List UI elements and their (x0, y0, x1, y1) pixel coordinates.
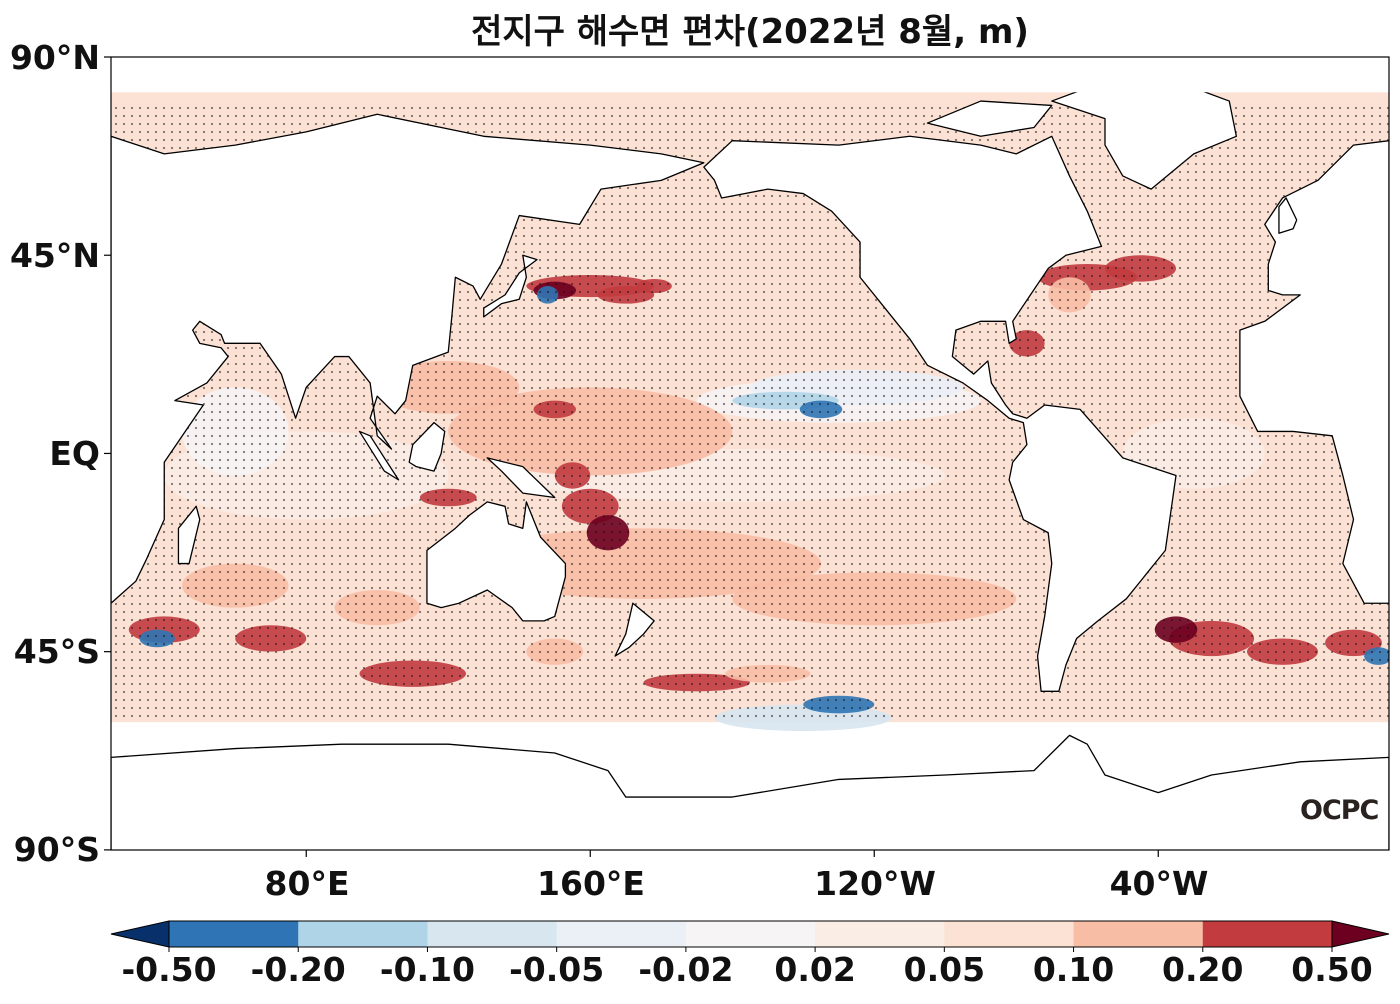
landmass-arctic-islands (926, 100, 1053, 137)
lat-tick-label: 90°S (13, 830, 100, 869)
axis-ticks (104, 56, 1159, 857)
landmass-britain (1278, 197, 1298, 234)
colorbar-label: 0.10 (1032, 950, 1115, 989)
lat-tick-label: EQ (49, 434, 100, 473)
colorbar-label: 0.05 (903, 950, 986, 989)
colorbar-segment (427, 921, 558, 947)
colorbar-segment (298, 921, 428, 947)
colorbar (110, 920, 1390, 952)
landmass-australia (426, 501, 567, 622)
lon-tick-label: 80°E (264, 864, 350, 903)
landmass-new-zealand (614, 602, 655, 657)
colorbar-segment (944, 921, 1075, 947)
colorbar-label: 0.20 (1162, 950, 1244, 989)
coastlines (111, 57, 1389, 850)
lat-tick-label: 90°N (9, 38, 100, 77)
landmass-madagascar (177, 505, 201, 565)
colorbar-label: -0.50 (121, 950, 217, 989)
colorbar-label: -0.02 (638, 950, 734, 989)
lon-tick-label: 160°E (537, 864, 645, 903)
colorbar-label: -0.20 (250, 950, 346, 989)
colorbar-label: -0.05 (509, 950, 605, 989)
colorbar-label: 0.50 (1291, 950, 1373, 989)
lat-tick-label: 45°N (9, 236, 100, 275)
colorbar-segment (815, 921, 945, 947)
landmass-antarctica (111, 734, 1389, 850)
ocpc-logo: OCPC (1300, 795, 1379, 826)
landmass-eurasia-africa (111, 113, 705, 604)
colorbar-segment (1073, 921, 1204, 947)
colorbar-extend-high (1331, 920, 1390, 948)
landmass-americas (703, 135, 1177, 692)
colorbar-segment (1202, 921, 1333, 947)
colorbar-outline (168, 920, 1333, 948)
landmass-europe-africa-west (1239, 140, 1389, 604)
colorbar-segment (556, 921, 687, 947)
lon-tick-label: 120°W (814, 864, 936, 903)
lon-tick-label: 40°W (1109, 864, 1209, 903)
landmass-new-guinea (486, 457, 556, 499)
map-title: 전지구 해수면 편차(2022년 8월, m) (471, 12, 1029, 52)
landmass-japan (483, 254, 538, 318)
landmass-borneo (408, 421, 446, 472)
colorbar-extend-low (110, 920, 170, 948)
colorbar-label: 0.02 (774, 950, 856, 989)
colorbar-segment (169, 921, 299, 947)
lat-tick-label: 45°S (13, 632, 100, 671)
landmass-sumatra (358, 430, 400, 481)
no-data-region (111, 57, 1389, 93)
colorbar-segment (685, 921, 816, 947)
colorbar-label: -0.10 (379, 950, 475, 989)
